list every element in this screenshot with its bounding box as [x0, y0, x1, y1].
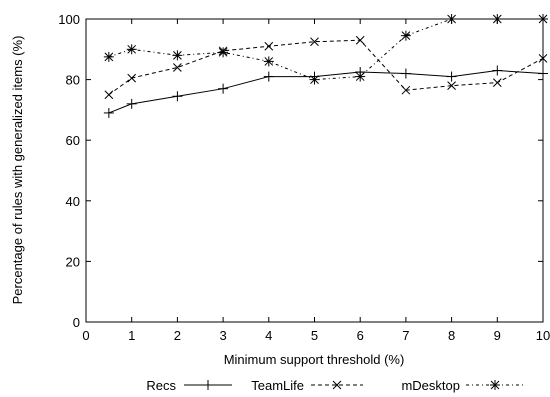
data-point-teamlife	[104, 90, 114, 100]
data-point-teamlife	[264, 41, 274, 51]
data-point-recs	[446, 71, 457, 82]
y-tick-label: 0	[73, 315, 80, 330]
plot-frame	[85, 18, 544, 323]
legend-marker-recs	[203, 380, 213, 390]
data-point-recs	[400, 68, 411, 79]
x-tick-label: 1	[128, 328, 135, 343]
y-tick-label: 80	[66, 73, 80, 88]
data-point-teamlife	[538, 54, 548, 63]
x-tick-label: 2	[174, 328, 181, 343]
data-point-recs	[263, 71, 274, 82]
x-tick-label: 7	[402, 328, 409, 343]
x-tick-label: 10	[536, 328, 550, 343]
series-line-teamlife	[108, 39, 544, 96]
x-tick-label: 6	[357, 328, 364, 343]
data-point-recs	[126, 98, 137, 109]
x-tick-label: 8	[448, 328, 455, 343]
legend-marker-teamlife	[332, 380, 342, 390]
legend-label-mdesktop: mDesktop	[401, 378, 460, 393]
data-point-mdesktop	[263, 56, 274, 67]
y-axis-title: Percentage of rules with generalized ite…	[10, 36, 25, 305]
data-point-recs	[103, 107, 114, 118]
data-point-teamlife	[355, 35, 365, 45]
axis-ticks	[85, 18, 544, 323]
legend-label-recs: Recs	[146, 378, 176, 393]
y-tick-label: 20	[66, 254, 80, 269]
data-point-mdesktop	[355, 71, 366, 82]
series-line-recs	[108, 70, 544, 114]
x-axis-title: Minimum support threshold (%)	[224, 352, 405, 367]
x-tick-label: 9	[494, 328, 501, 343]
data-point-teamlife	[173, 63, 182, 72]
x-tick-label: 4	[265, 328, 272, 343]
data-point-recs	[218, 83, 229, 94]
y-tick-label: 60	[66, 133, 80, 148]
data-point-teamlife	[127, 73, 137, 83]
x-tick-label: 0	[82, 328, 89, 343]
data-point-recs	[172, 91, 183, 102]
data-point-mdesktop	[538, 14, 548, 24]
x-tick-label: 5	[311, 328, 318, 343]
data-point-teamlife	[310, 37, 319, 47]
data-point-mdesktop	[126, 44, 137, 55]
data-point-teamlife	[447, 81, 456, 91]
legend-marker-mdesktop	[490, 380, 500, 390]
data-point-mdesktop	[309, 74, 320, 85]
legend: Recs TeamLife mDesktop	[146, 378, 524, 393]
x-tick-label: 3	[219, 328, 226, 343]
y-tick-label: 100	[58, 12, 80, 27]
data-point-teamlife	[401, 85, 411, 95]
series-layer	[103, 14, 548, 118]
y-tick-label: 40	[66, 194, 80, 209]
legend-label-teamlife: TeamLife	[251, 378, 304, 393]
data-point-teamlife	[492, 78, 502, 87]
data-point-mdesktop	[446, 14, 457, 24]
data-point-mdesktop	[103, 51, 114, 62]
data-point-mdesktop	[218, 47, 229, 58]
data-point-recs	[492, 65, 503, 76]
data-point-mdesktop	[492, 14, 503, 24]
data-point-recs	[538, 68, 548, 79]
data-point-mdesktop	[172, 50, 183, 61]
data-point-mdesktop	[400, 30, 411, 41]
